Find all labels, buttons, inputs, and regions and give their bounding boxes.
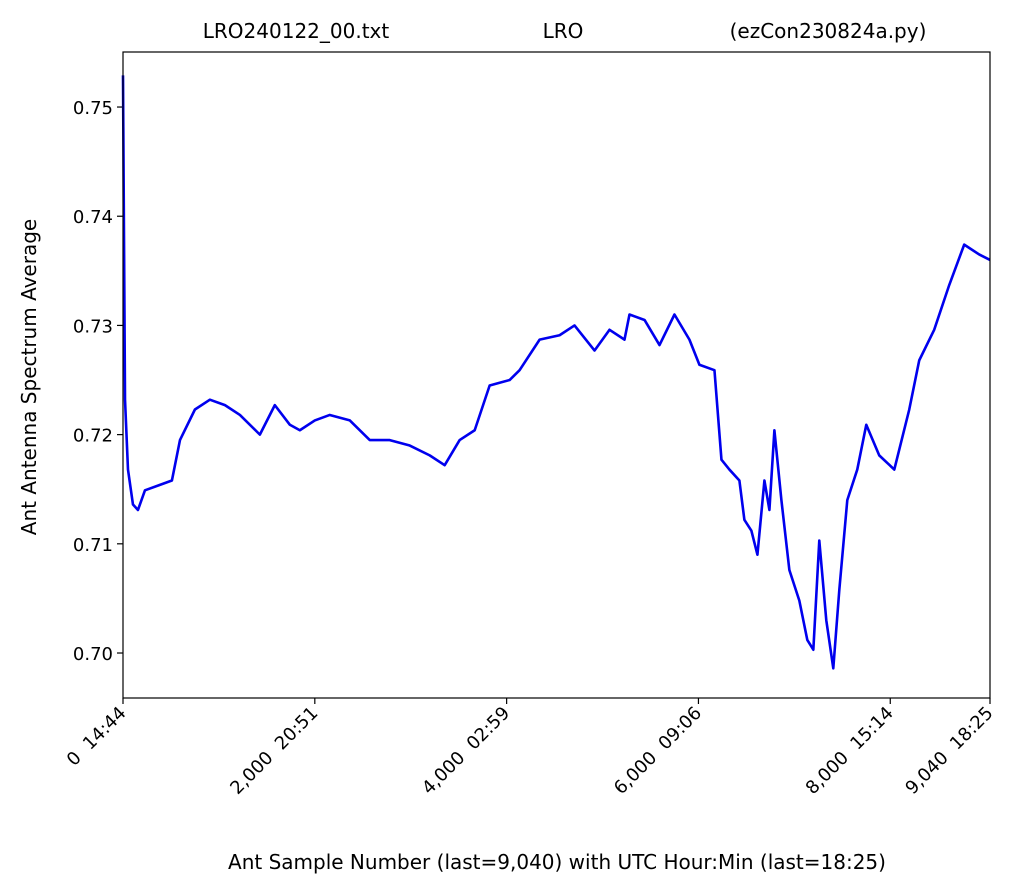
x-tick-label: 2,000 20:51: [226, 703, 322, 799]
y-tick-label: 0.70: [73, 644, 113, 665]
x-tick-label: 8,000 15:14: [802, 703, 898, 799]
y-tick-label: 0.72: [73, 426, 113, 447]
y-axis-label: Ant Antenna Spectrum Average: [17, 219, 41, 535]
x-tick-label: 0 14:44: [63, 703, 131, 771]
data-line: [121, 75, 991, 670]
plot-frame: [122, 51, 991, 699]
x-axis-label: Ant Sample Number (last=9,040) with UTC …: [228, 850, 886, 874]
chart-title: LRO240122_00.txt: [203, 19, 390, 43]
chart-title: (ezCon230824a.py): [730, 19, 927, 43]
y-tick-label: 0.75: [73, 98, 113, 119]
x-tick-label: 9,040 18:25: [901, 703, 997, 799]
y-tick-label: 0.73: [73, 316, 113, 337]
y-tick-label: 0.71: [73, 535, 113, 556]
x-tick-label: 6,000 09:06: [610, 703, 706, 799]
y-tick-label: 0.74: [73, 207, 113, 228]
x-tick-label: 4,000 02:59: [418, 703, 514, 799]
chart-title: LRO: [543, 19, 584, 43]
